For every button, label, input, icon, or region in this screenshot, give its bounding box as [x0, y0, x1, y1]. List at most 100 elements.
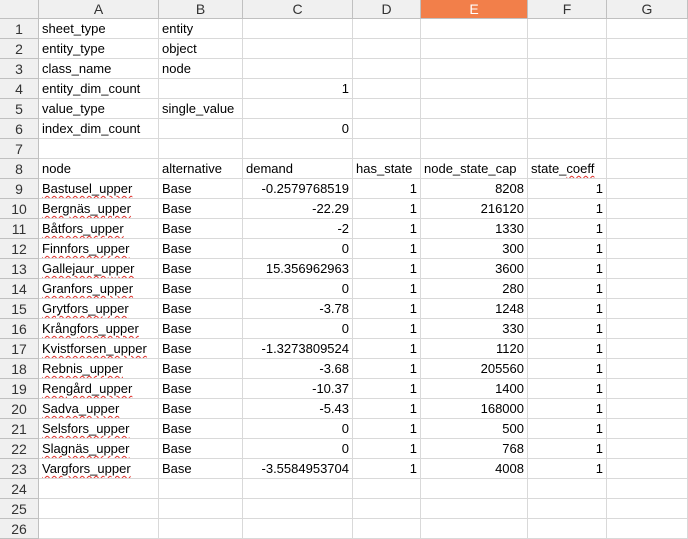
cell-f8[interactable]: state_coeff	[528, 159, 607, 179]
cell-b16[interactable]: Base	[159, 319, 243, 339]
cell-c1[interactable]	[243, 19, 353, 39]
row-header[interactable]: 20	[0, 399, 39, 419]
row-header[interactable]: 11	[0, 219, 39, 239]
cell-e19[interactable]: 1400	[421, 379, 528, 399]
cell-c26[interactable]	[243, 519, 353, 539]
cell-g12[interactable]	[607, 239, 688, 259]
row-header[interactable]: 13	[0, 259, 39, 279]
cell-f9[interactable]: 1	[528, 179, 607, 199]
cell-e24[interactable]	[421, 479, 528, 499]
cell-c24[interactable]	[243, 479, 353, 499]
row-header[interactable]: 24	[0, 479, 39, 499]
cell-c5[interactable]	[243, 99, 353, 119]
row-header[interactable]: 21	[0, 419, 39, 439]
cell-a22[interactable]: Slagnäs_upper	[39, 439, 159, 459]
cell-a14[interactable]: Granfors_upper	[39, 279, 159, 299]
cell-d15[interactable]: 1	[353, 299, 421, 319]
cell-f12[interactable]: 1	[528, 239, 607, 259]
cell-d26[interactable]	[353, 519, 421, 539]
cell-f5[interactable]	[528, 99, 607, 119]
cell-c17[interactable]: -1.3273809524	[243, 339, 353, 359]
cell-d16[interactable]: 1	[353, 319, 421, 339]
cell-a26[interactable]	[39, 519, 159, 539]
cell-a1[interactable]: sheet_type	[39, 19, 159, 39]
cell-d14[interactable]: 1	[353, 279, 421, 299]
cell-d13[interactable]: 1	[353, 259, 421, 279]
row-header[interactable]: 1	[0, 19, 39, 39]
cell-a20[interactable]: Sadva_upper	[39, 399, 159, 419]
cell-b13[interactable]: Base	[159, 259, 243, 279]
cell-g7[interactable]	[607, 139, 688, 159]
cell-a4[interactable]: entity_dim_count	[39, 79, 159, 99]
cell-b24[interactable]	[159, 479, 243, 499]
cell-f2[interactable]	[528, 39, 607, 59]
cell-c14[interactable]: 0	[243, 279, 353, 299]
cell-f1[interactable]	[528, 19, 607, 39]
cell-c25[interactable]	[243, 499, 353, 519]
cell-a24[interactable]	[39, 479, 159, 499]
cell-d9[interactable]: 1	[353, 179, 421, 199]
row-header[interactable]: 7	[0, 139, 39, 159]
cell-e6[interactable]	[421, 119, 528, 139]
cell-e9[interactable]: 8208	[421, 179, 528, 199]
cell-a13[interactable]: Gallejaur_upper	[39, 259, 159, 279]
cell-e7[interactable]	[421, 139, 528, 159]
cell-b22[interactable]: Base	[159, 439, 243, 459]
cell-d1[interactable]	[353, 19, 421, 39]
cell-a7[interactable]	[39, 139, 159, 159]
cell-d7[interactable]	[353, 139, 421, 159]
cell-a15[interactable]: Grytfors_upper	[39, 299, 159, 319]
cell-c23[interactable]: -3.5584953704	[243, 459, 353, 479]
cell-d21[interactable]: 1	[353, 419, 421, 439]
cell-b4[interactable]	[159, 79, 243, 99]
cell-e2[interactable]	[421, 39, 528, 59]
cell-d24[interactable]	[353, 479, 421, 499]
cell-f22[interactable]: 1	[528, 439, 607, 459]
cell-e21[interactable]: 500	[421, 419, 528, 439]
cell-f19[interactable]: 1	[528, 379, 607, 399]
cell-b7[interactable]	[159, 139, 243, 159]
cell-g21[interactable]	[607, 419, 688, 439]
cell-c18[interactable]: -3.68	[243, 359, 353, 379]
cell-a17[interactable]: Kvistforsen_upper	[39, 339, 159, 359]
cell-b12[interactable]: Base	[159, 239, 243, 259]
cell-f10[interactable]: 1	[528, 199, 607, 219]
cell-e25[interactable]	[421, 499, 528, 519]
cell-d19[interactable]: 1	[353, 379, 421, 399]
row-header[interactable]: 16	[0, 319, 39, 339]
cell-g25[interactable]	[607, 499, 688, 519]
row-header[interactable]: 10	[0, 199, 39, 219]
cell-c15[interactable]: -3.78	[243, 299, 353, 319]
cell-f18[interactable]: 1	[528, 359, 607, 379]
cell-a19[interactable]: Rengård_upper	[39, 379, 159, 399]
cell-f14[interactable]: 1	[528, 279, 607, 299]
cell-g17[interactable]	[607, 339, 688, 359]
cell-f11[interactable]: 1	[528, 219, 607, 239]
cell-b9[interactable]: Base	[159, 179, 243, 199]
cell-g3[interactable]	[607, 59, 688, 79]
row-header[interactable]: 2	[0, 39, 39, 59]
cell-f3[interactable]	[528, 59, 607, 79]
cell-f6[interactable]	[528, 119, 607, 139]
cell-g14[interactable]	[607, 279, 688, 299]
cell-g19[interactable]	[607, 379, 688, 399]
cell-d8[interactable]: has_state	[353, 159, 421, 179]
cell-g10[interactable]	[607, 199, 688, 219]
row-header[interactable]: 8	[0, 159, 39, 179]
row-header[interactable]: 23	[0, 459, 39, 479]
cell-e26[interactable]	[421, 519, 528, 539]
cell-g18[interactable]	[607, 359, 688, 379]
cell-g16[interactable]	[607, 319, 688, 339]
cell-d23[interactable]: 1	[353, 459, 421, 479]
cell-e15[interactable]: 1248	[421, 299, 528, 319]
cell-c20[interactable]: -5.43	[243, 399, 353, 419]
cell-d6[interactable]	[353, 119, 421, 139]
cell-g4[interactable]	[607, 79, 688, 99]
cell-g5[interactable]	[607, 99, 688, 119]
row-header[interactable]: 9	[0, 179, 39, 199]
cell-g8[interactable]	[607, 159, 688, 179]
cell-d3[interactable]	[353, 59, 421, 79]
row-header[interactable]: 5	[0, 99, 39, 119]
column-header-c[interactable]: C	[243, 0, 353, 19]
cell-f16[interactable]: 1	[528, 319, 607, 339]
